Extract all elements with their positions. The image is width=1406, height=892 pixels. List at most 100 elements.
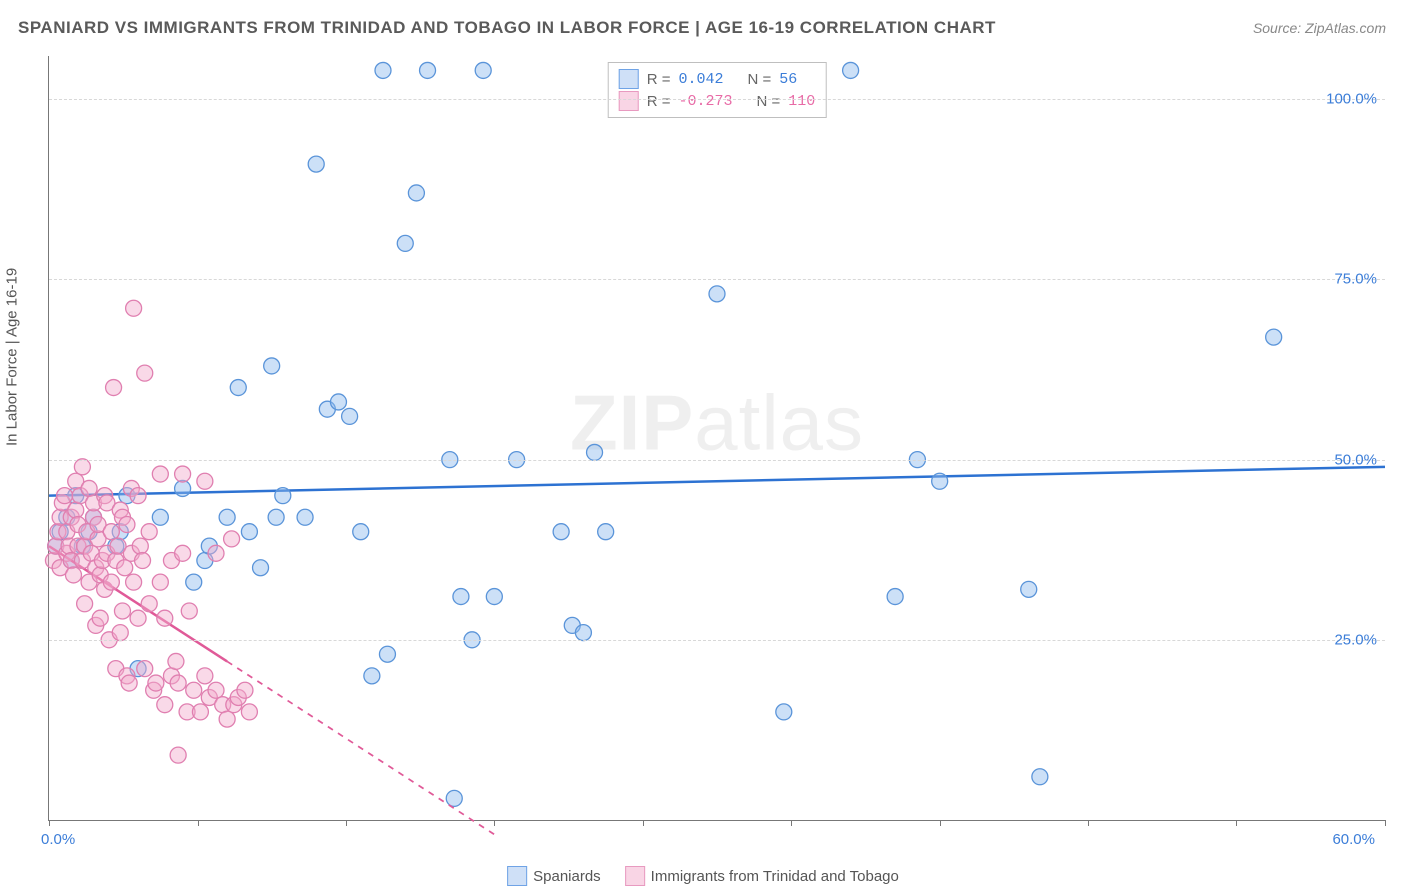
x-axis-max-label: 60.0% xyxy=(1332,831,1375,848)
swatch-blue xyxy=(507,866,527,886)
data-point-spaniards xyxy=(268,509,284,525)
data-point-trinidad xyxy=(192,704,208,720)
data-point-trinidad xyxy=(219,711,235,727)
data-point-spaniards xyxy=(598,524,614,540)
data-point-spaniards xyxy=(375,62,391,78)
swatch-blue xyxy=(619,69,639,89)
data-point-spaniards xyxy=(364,668,380,684)
data-point-trinidad xyxy=(77,596,93,612)
data-point-spaniards xyxy=(186,574,202,590)
data-point-trinidad xyxy=(137,661,153,677)
gridline xyxy=(49,640,1385,641)
data-point-trinidad xyxy=(132,538,148,554)
data-point-trinidad xyxy=(103,524,119,540)
r-value-spaniards: 0.042 xyxy=(678,71,723,88)
data-point-trinidad xyxy=(197,668,213,684)
n-value-trinidad: 110 xyxy=(788,93,815,110)
data-point-spaniards xyxy=(486,589,502,605)
data-point-spaniards xyxy=(397,235,413,251)
data-point-spaniards xyxy=(297,509,313,525)
data-point-trinidad xyxy=(126,300,142,316)
data-point-spaniards xyxy=(275,488,291,504)
source-attribution: Source: ZipAtlas.com xyxy=(1253,20,1386,36)
data-point-trinidad xyxy=(130,610,146,626)
data-point-spaniards xyxy=(843,62,859,78)
chart-plot-area: ZIPatlas R = 0.042 N = 56 R = -0.273 N =… xyxy=(48,56,1385,821)
data-point-trinidad xyxy=(117,560,133,576)
data-point-trinidad xyxy=(103,574,119,590)
data-point-trinidad xyxy=(121,675,137,691)
data-point-spaniards xyxy=(420,62,436,78)
data-point-trinidad xyxy=(224,531,240,547)
data-point-trinidad xyxy=(130,488,146,504)
data-point-trinidad xyxy=(137,365,153,381)
data-point-trinidad xyxy=(157,697,173,713)
legend-item-spaniards: Spaniards xyxy=(507,866,601,886)
data-point-spaniards xyxy=(152,509,168,525)
trend-line-spaniards xyxy=(49,467,1385,496)
data-point-trinidad xyxy=(152,574,168,590)
x-tick-mark xyxy=(346,820,347,826)
data-point-trinidad xyxy=(170,747,186,763)
data-point-spaniards xyxy=(887,589,903,605)
y-tick-label: 25.0% xyxy=(1334,631,1377,648)
data-point-spaniards xyxy=(709,286,725,302)
x-tick-mark xyxy=(940,820,941,826)
data-point-trinidad xyxy=(92,610,108,626)
data-point-trinidad xyxy=(197,473,213,489)
data-point-spaniards xyxy=(553,524,569,540)
data-point-trinidad xyxy=(152,466,168,482)
x-tick-mark xyxy=(643,820,644,826)
data-point-spaniards xyxy=(1032,769,1048,785)
stats-legend-box: R = 0.042 N = 56 R = -0.273 N = 110 xyxy=(608,62,827,118)
data-point-spaniards xyxy=(353,524,369,540)
data-point-trinidad xyxy=(112,625,128,641)
swatch-pink xyxy=(619,91,639,111)
data-point-trinidad xyxy=(181,603,197,619)
data-point-trinidad xyxy=(208,545,224,561)
gridline xyxy=(49,460,1385,461)
data-point-spaniards xyxy=(175,480,191,496)
data-point-trinidad xyxy=(81,480,97,496)
r-value-trinidad: -0.273 xyxy=(678,93,732,110)
n-value-spaniards: 56 xyxy=(779,71,797,88)
trend-line-dashed-trinidad xyxy=(227,661,494,834)
y-axis-label: In Labor Force | Age 16-19 xyxy=(4,268,21,446)
data-point-spaniards xyxy=(776,704,792,720)
data-point-spaniards xyxy=(453,589,469,605)
data-point-trinidad xyxy=(186,682,202,698)
stats-row-trinidad: R = -0.273 N = 110 xyxy=(619,91,816,111)
chart-title: SPANIARD VS IMMIGRANTS FROM TRINIDAD AND… xyxy=(18,18,996,38)
data-point-trinidad xyxy=(175,545,191,561)
legend-item-trinidad: Immigrants from Trinidad and Tobago xyxy=(625,866,899,886)
data-point-spaniards xyxy=(230,380,246,396)
data-point-spaniards xyxy=(408,185,424,201)
data-point-spaniards xyxy=(932,473,948,489)
legend-label-spaniards: Spaniards xyxy=(533,868,601,885)
data-point-spaniards xyxy=(308,156,324,172)
r-label: R = xyxy=(647,71,671,88)
data-point-trinidad xyxy=(119,516,135,532)
data-point-spaniards xyxy=(379,646,395,662)
x-tick-mark xyxy=(791,820,792,826)
data-point-spaniards xyxy=(264,358,280,374)
data-point-spaniards xyxy=(342,408,358,424)
scatter-svg xyxy=(49,56,1385,820)
data-point-spaniards xyxy=(475,62,491,78)
data-point-spaniards xyxy=(219,509,235,525)
data-point-trinidad xyxy=(114,603,130,619)
x-tick-mark xyxy=(198,820,199,826)
data-point-trinidad xyxy=(135,553,151,569)
swatch-pink xyxy=(625,866,645,886)
data-point-spaniards xyxy=(446,790,462,806)
x-axis-min-label: 0.0% xyxy=(41,831,75,848)
n-label: N = xyxy=(748,71,772,88)
data-point-trinidad xyxy=(57,488,73,504)
legend-label-trinidad: Immigrants from Trinidad and Tobago xyxy=(651,868,899,885)
x-tick-mark xyxy=(1088,820,1089,826)
x-tick-mark xyxy=(1385,820,1386,826)
y-tick-label: 100.0% xyxy=(1326,91,1377,108)
data-point-trinidad xyxy=(168,653,184,669)
n-label: N = xyxy=(757,93,781,110)
data-point-trinidad xyxy=(68,502,84,518)
